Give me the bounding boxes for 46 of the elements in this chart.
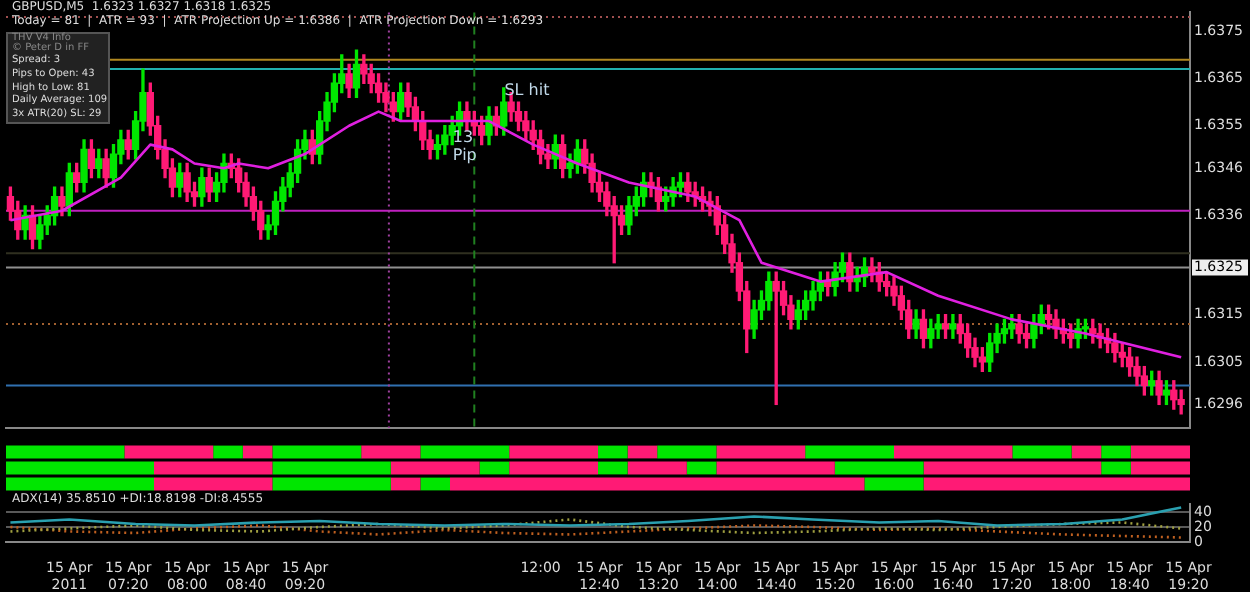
bar [124, 445, 214, 459]
bar [390, 461, 480, 475]
candlestick [949, 314, 957, 339]
bar [1012, 445, 1072, 459]
bar [450, 477, 865, 491]
annotation: Pip [452, 146, 477, 165]
bar [479, 461, 510, 475]
bar [242, 445, 273, 459]
annotation: 13 [452, 128, 474, 147]
bar [923, 477, 1190, 491]
bar [390, 477, 421, 491]
bar [1071, 445, 1102, 459]
bar [6, 445, 125, 459]
bar [509, 445, 598, 459]
bar [1130, 461, 1190, 475]
bar [598, 445, 628, 459]
bar [1101, 445, 1131, 459]
bar [657, 445, 717, 459]
bar [1130, 445, 1190, 459]
annotation: SL hit [504, 81, 550, 100]
bar [894, 445, 1013, 459]
bar [213, 445, 243, 459]
bar [627, 461, 687, 475]
bar [420, 445, 510, 459]
bar [420, 477, 450, 491]
bar [627, 445, 658, 459]
bar [154, 461, 273, 475]
bar [598, 461, 628, 475]
bar [834, 461, 924, 475]
bar [716, 461, 835, 475]
bar [272, 477, 391, 491]
bar [1101, 461, 1131, 475]
bar [154, 477, 273, 491]
line-series [9, 518, 1183, 535]
bar [6, 461, 154, 475]
line-series [9, 524, 1183, 539]
bar [923, 461, 1102, 475]
bar [361, 445, 421, 459]
bar [509, 461, 598, 475]
bar [6, 477, 154, 491]
bar [686, 461, 717, 475]
bar [805, 445, 894, 459]
bar [716, 445, 806, 459]
bar [272, 445, 362, 459]
bar [272, 461, 391, 475]
bar [864, 477, 924, 491]
